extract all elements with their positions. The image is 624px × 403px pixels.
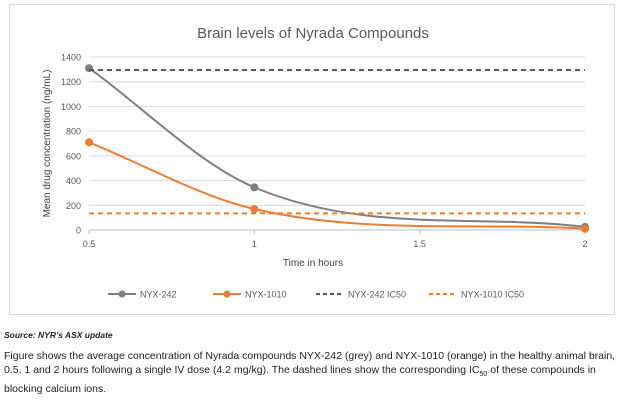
source-note: Source: NYR’s ASX update	[4, 330, 113, 340]
x-tick-label: 1.5	[413, 239, 426, 249]
caption-text-end: of these compounds in blocking calcium i…	[4, 364, 596, 396]
series-line-nyx-242	[88, 67, 586, 228]
legend-label-nyx-1010: NYX-1010	[245, 290, 287, 300]
series-line-nyx-1010	[88, 141, 586, 230]
legend-label-nyx-1010-ic50: NYX-1010 IC50	[461, 290, 524, 300]
figure-caption: Figure shows the average concentration o…	[4, 349, 618, 396]
y-tick-label: 200	[66, 201, 81, 211]
legend-label-nyx-242: NYX-242	[140, 290, 177, 300]
chart-title: Brain levels of Nyrada Compounds	[197, 25, 429, 42]
x-tick-label: 0.5	[83, 239, 96, 249]
y-axis-label: Mean drug concentration (ng/mL)	[42, 70, 53, 218]
data-point-nyx-1010	[250, 204, 259, 213]
legend-marker-nyx-1010	[223, 290, 231, 298]
y-tick-label: 800	[66, 127, 81, 137]
y-tick-label: 600	[66, 151, 81, 161]
y-tick-label: 400	[66, 176, 81, 186]
chart-frame: Brain levels of Nyrada Compounds 0 200 400 6…	[9, 4, 615, 315]
legend-marker-nyx-242	[118, 290, 126, 298]
legend-label-nyx-242-ic50: NYX-242 IC50	[348, 290, 406, 300]
data-point-nyx-242	[250, 183, 259, 192]
y-tick-label: 1400	[61, 53, 81, 63]
x-tick-label: 1	[252, 239, 257, 249]
x-tick-label: 2	[582, 239, 587, 249]
y-tick-label: 1000	[61, 102, 81, 112]
line-chart: Brain levels of Nyrada Compounds 0 200 400 6…	[42, 25, 589, 300]
x-axis-label: Time in hours	[283, 258, 343, 269]
y-tick-label: 1200	[61, 77, 81, 87]
caption-text: Figure shows the average concentration o…	[4, 350, 616, 376]
y-tick-label: 0	[76, 226, 81, 236]
caption-subscript: 50	[479, 371, 488, 379]
data-point-nyx-1010	[581, 224, 589, 233]
data-point-nyx-1010	[85, 138, 93, 147]
